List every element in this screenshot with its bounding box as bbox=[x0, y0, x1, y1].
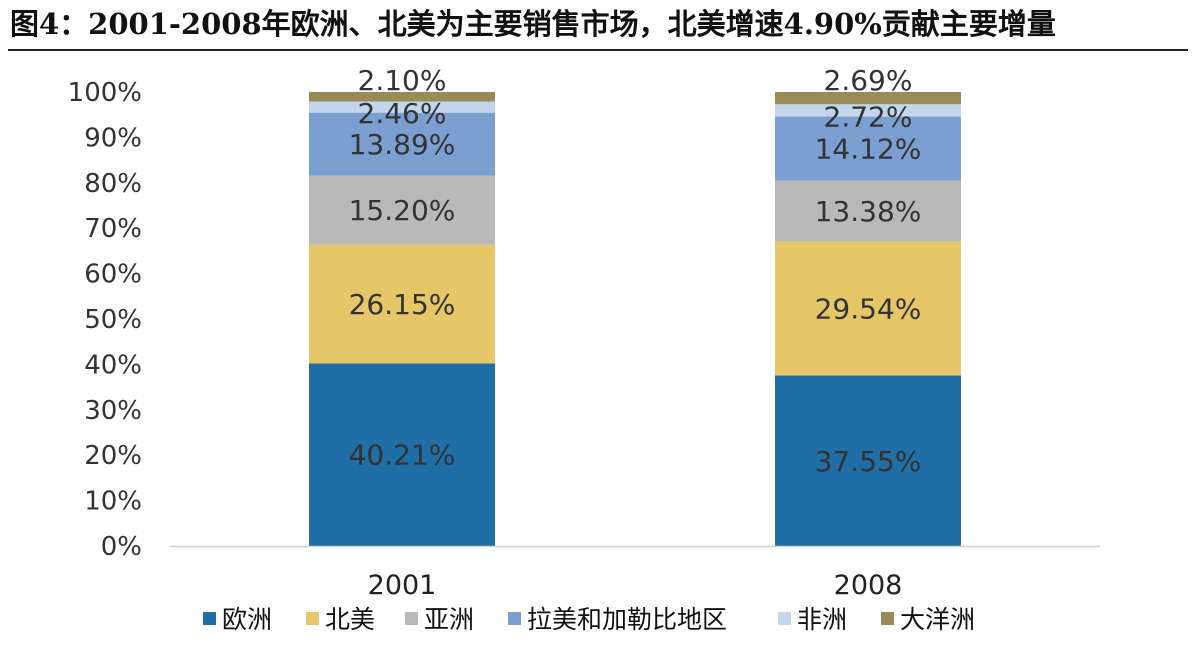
data-label: 13.38% bbox=[815, 195, 922, 228]
x-axis: 2001 2008 bbox=[170, 545, 1100, 601]
legend-label: 欧洲 bbox=[222, 605, 272, 634]
legend-item: 欧洲 bbox=[203, 605, 272, 634]
y-tick-label: 90% bbox=[84, 123, 142, 153]
y-tick-label: 0% bbox=[101, 532, 142, 562]
y-axis: 0% 10% 20% 30% 40% 50% 60% 70% 80% 90% 100% bbox=[68, 78, 142, 562]
y-tick-label: 70% bbox=[84, 214, 142, 244]
y-tick-label: 30% bbox=[84, 396, 142, 426]
figure-title: 图4：2001-2008年欧洲、北美为主要销售市场，北美增速4.90%贡献主要增… bbox=[10, 7, 1056, 41]
data-label: 40.21% bbox=[349, 439, 456, 472]
data-label: 37.55% bbox=[815, 445, 922, 478]
bar-segment bbox=[309, 101, 495, 113]
title-divider bbox=[8, 49, 1188, 51]
bar-segment bbox=[775, 116, 961, 181]
data-label: 2.46% bbox=[358, 97, 447, 130]
legend-label: 大洋洲 bbox=[900, 605, 975, 634]
legend-swatch bbox=[405, 612, 418, 625]
y-tick-label: 100% bbox=[68, 78, 142, 108]
bar-segment bbox=[775, 241, 961, 376]
legend: 欧洲 北美 亚洲 拉美和加勒比地区 非洲 大洋洲 bbox=[203, 605, 975, 634]
x-tick-label: 2001 bbox=[368, 570, 437, 601]
bar-segment bbox=[775, 180, 961, 242]
legend-item: 大洋洲 bbox=[881, 605, 975, 634]
y-tick-label: 80% bbox=[84, 169, 142, 199]
bar-segment bbox=[309, 175, 495, 245]
data-label: 2.72% bbox=[824, 100, 913, 133]
bar-segment bbox=[309, 91, 495, 102]
legend-swatch bbox=[203, 612, 216, 625]
legend-label: 拉美和加勒比地区 bbox=[527, 605, 727, 634]
data-label: 2.69% bbox=[824, 64, 913, 97]
legend-label: 亚洲 bbox=[424, 605, 474, 634]
y-tick-label: 40% bbox=[84, 350, 142, 380]
bar-segment bbox=[775, 104, 961, 117]
bar-segment bbox=[309, 244, 495, 364]
legend-item: 拉美和加勒比地区 bbox=[508, 605, 727, 634]
y-tick-label: 60% bbox=[84, 260, 142, 290]
data-label: 2.10% bbox=[358, 64, 447, 97]
y-tick-label: 20% bbox=[84, 441, 142, 471]
bar-segment bbox=[309, 363, 495, 546]
legend-item: 亚洲 bbox=[405, 605, 474, 634]
legend-label: 北美 bbox=[325, 605, 375, 634]
legend-swatch bbox=[508, 612, 521, 625]
data-label: 26.15% bbox=[349, 288, 456, 321]
legend-swatch bbox=[306, 612, 319, 625]
data-label: 15.20% bbox=[349, 194, 456, 227]
legend-swatch bbox=[778, 612, 791, 625]
bar-segment bbox=[309, 112, 495, 176]
legend-swatch bbox=[881, 612, 894, 625]
legend-item: 非洲 bbox=[778, 605, 847, 634]
bars bbox=[309, 91, 961, 546]
bar-segment bbox=[775, 375, 961, 546]
legend-item: 北美 bbox=[306, 605, 375, 634]
x-tick-label: 2008 bbox=[834, 570, 903, 601]
legend-label: 非洲 bbox=[797, 605, 847, 634]
y-tick-label: 10% bbox=[84, 487, 142, 517]
data-label: 14.12% bbox=[815, 133, 922, 166]
data-label: 13.89% bbox=[349, 128, 456, 161]
y-tick-label: 50% bbox=[84, 305, 142, 335]
bar-segment bbox=[775, 92, 961, 105]
data-labels: 40.21% 26.15% 15.20% 13.89%2.46%2.10% 37.55%… bbox=[349, 64, 922, 478]
data-label: 29.54% bbox=[815, 292, 922, 325]
